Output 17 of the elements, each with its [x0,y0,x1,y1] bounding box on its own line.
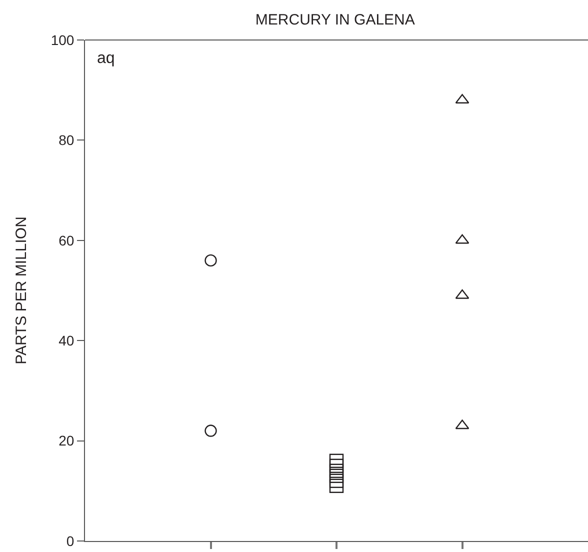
y-tick-label: 80 [58,132,74,148]
y-tick-label: 60 [58,232,74,248]
point [329,458,344,473]
point [204,254,217,267]
chart-title: MERCURY IN GALENA [255,12,415,29]
point [329,468,344,483]
y-tick-label: 20 [58,432,74,449]
point [329,474,344,488]
point [329,454,344,468]
y-tick-label: 40 [58,332,74,348]
annotation: aq [97,50,115,67]
point [204,424,217,437]
point [329,478,344,493]
y-tick-label: 0 [66,532,74,549]
y-tick-label: 100 [50,32,74,48]
y-axis-title: PARTS PER MILLION [13,216,30,364]
point [329,464,344,478]
